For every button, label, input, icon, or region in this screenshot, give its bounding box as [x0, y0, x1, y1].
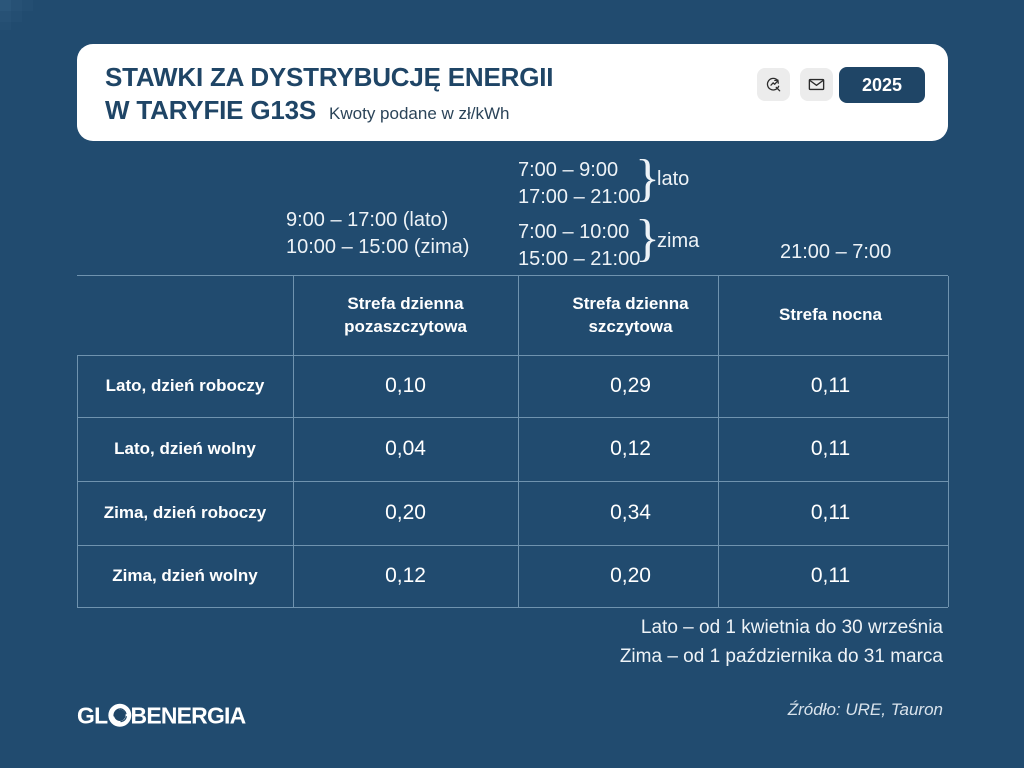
svg-text:BENERGIA: BENERGIA	[131, 703, 246, 729]
svg-text:GL: GL	[77, 703, 108, 729]
